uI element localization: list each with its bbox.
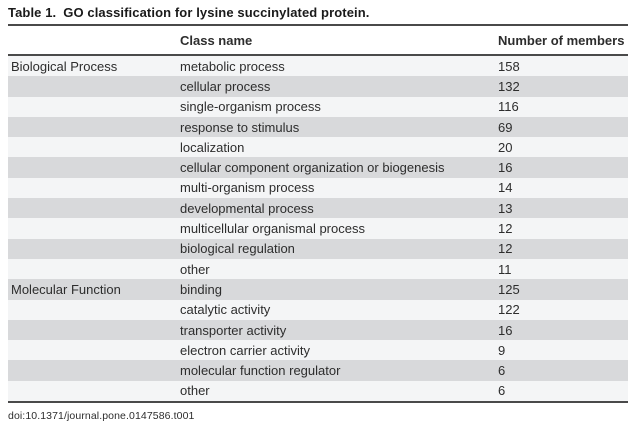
header-members-cell: Number of members [498,32,625,48]
table-top-rule [8,24,628,26]
table-row: single-organism process 116 [8,96,628,117]
class-name-cell: cellular component organization or bioge… [180,160,445,176]
members-cell: 125 [498,281,520,297]
members-cell: 6 [498,383,506,399]
members-cell: 14 [498,180,513,196]
class-name-cell: other [180,383,210,399]
table-title: Table 1. GO classification for lysine suc… [8,5,628,20]
members-cell: 116 [498,99,519,115]
table-row: molecular function regulator 6 [8,360,628,381]
table-row: Biological Process metabolic process 158 [8,56,628,77]
table-row: electron carrier activity 9 [8,340,628,361]
table-row: cellular component organization or bioge… [8,157,628,178]
members-cell: 132 [498,78,520,94]
members-cell: 11 [498,261,512,277]
class-name-cell: biological regulation [180,241,295,257]
members-cell: 13 [498,200,513,216]
table-row: Molecular Function binding 125 [8,279,628,300]
category-cell: Biological Process [11,58,118,74]
members-cell: 9 [498,342,506,358]
class-name-cell: single-organism process [180,99,321,115]
class-name-cell: localization [180,139,245,155]
table-row: response to stimulus 69 [8,116,628,138]
doi-footnote: doi:10.1371/journal.pone.0147586.t001 [8,410,195,423]
header-divider [8,54,628,56]
class-name-cell: multi-organism process [180,180,315,196]
table-title-text: GO classification for lysine succinylate… [63,5,370,20]
members-cell: 158 [498,58,520,74]
table-row: other 11 [8,258,628,280]
class-name-cell: developmental process [180,200,314,216]
class-name-cell: electron carrier activity [180,342,311,358]
class-name-cell: binding [180,281,222,297]
members-cell: 16 [498,160,513,176]
table-body: Biological Process metabolic process 158 ce… [8,56,628,402]
table-row: multi-organism process 14 [8,177,628,199]
class-name-cell: transporter activity [180,322,287,338]
go-classification-table: Class name Number of members Biological … [8,24,628,404]
class-name-cell: response to stimulus [180,119,300,135]
table-row: multicellular organismal process 12 [8,218,628,239]
header-class-name-cell: Class name [180,32,253,48]
class-name-cell: molecular function regulator [180,363,341,379]
category-cell: Molecular Function [11,281,121,297]
members-cell: 12 [498,241,513,257]
members-cell: 12 [498,221,513,237]
class-name-cell: multicellular organismal process [180,221,365,237]
table-row: biological regulation 12 [8,238,628,259]
class-name-cell: cellular process [180,78,271,94]
members-cell: 122 [498,302,520,318]
members-cell: 20 [498,139,513,155]
members-cell: 16 [498,322,513,338]
class-name-cell: other [180,261,210,277]
members-cell: 6 [498,363,506,379]
table-row: catalytic activity 122 [8,299,628,320]
table-title-label: Table 1. [8,5,57,20]
table-row: developmental process 13 [8,198,628,219]
members-cell: 69 [498,119,513,135]
class-name-cell: catalytic activity [180,302,271,318]
table-row: other 6 [8,380,628,402]
table-row: transporter activity 16 [8,319,628,341]
class-name-cell: metabolic process [180,58,285,74]
table-row: localization 20 [8,137,628,158]
table-bottom-rule [8,401,628,404]
table-header-row: Class name Number of members [8,26,628,54]
table-row: cellular process 132 [8,76,628,97]
